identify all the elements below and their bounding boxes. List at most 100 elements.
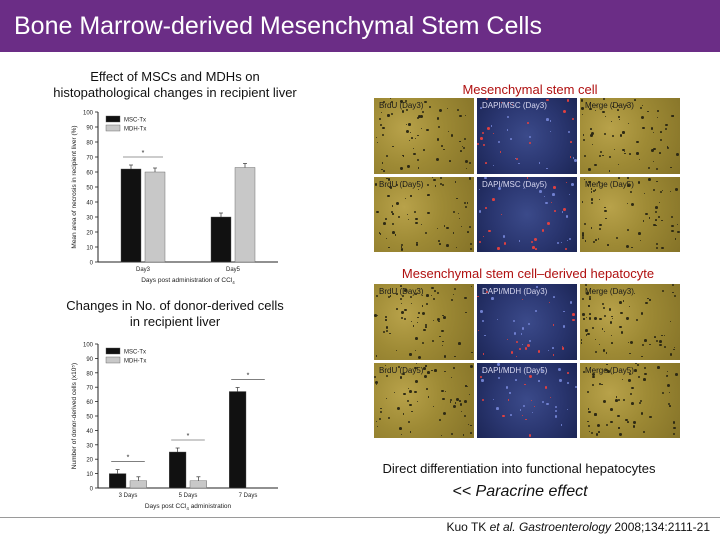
micrograph-speck [389,294,392,297]
micrograph-speck [438,239,441,242]
micrograph-speck [593,241,596,244]
micrograph-speck [399,426,403,430]
micrograph-speck [590,187,593,190]
title-bar: Bone Marrow-derived Mesenchymal Stem Cel… [0,0,720,52]
micrograph-speck [430,294,432,296]
micrograph-speck [449,160,451,162]
micrograph-speck [442,397,445,401]
micrograph-speck [486,98,489,100]
legend-swatch [105,115,121,123]
micrograph-speck [464,400,468,403]
micrograph-speck [392,231,395,235]
micrograph-speck [477,295,479,298]
micrograph-speck [414,336,418,340]
micrograph-speck [634,369,637,372]
micrograph-speck [420,115,423,118]
micrograph-speck [441,329,444,333]
micrograph-speck [539,190,542,193]
micrograph-speck [640,412,644,415]
y-tick-label: 50 [86,186,93,192]
micrograph-speck [598,238,600,240]
micrograph-speck [655,339,659,343]
micrograph-speck [548,302,550,304]
micrograph-speck [622,300,624,302]
micrograph-speck [637,181,641,184]
micrograph-speck [601,303,604,306]
micrograph-speck [459,400,461,402]
micrograph-speck [673,421,676,424]
micrograph-speck [407,165,410,168]
micrograph-speck [454,181,457,183]
micrograph-speck [392,213,394,215]
micrograph-speck [630,403,632,405]
micrograph-speck [522,343,524,345]
micrograph-speck [438,320,440,323]
micrograph-speck [450,433,453,436]
micrograph-speck [487,127,491,131]
micrograph-speck [666,384,670,388]
micrograph-speck [585,316,587,319]
micrograph-speck [401,110,404,113]
micrograph-speck [393,391,395,393]
micrograph-speck [382,127,385,130]
micrograph-speck [456,197,458,200]
micrograph-speck [649,415,653,419]
y-tick-label: 20 [86,458,93,464]
mdh-caption: Mesenchymal stem cell–derived hepatocyte [401,266,655,281]
bar [129,480,147,489]
micrograph-speck [433,369,437,372]
micrograph-speck [654,210,658,214]
micrograph-speck [482,398,485,401]
micrograph-speck [548,349,550,352]
micrograph-speck [633,421,636,424]
micrograph-speck [432,178,436,182]
y-tick-label: 70 [86,156,93,162]
micrograph-speck [594,163,597,167]
micrograph-speck [390,100,394,104]
micrograph-speck [409,390,413,393]
micrograph-speck [468,177,472,180]
micrograph-speck [509,138,512,140]
reference: Kuo TK et al. Gastroenterology 2008;134:… [446,520,710,534]
micrograph-speck [643,192,646,195]
micrograph-speck [661,189,663,191]
micrograph-speck [378,417,382,421]
micrograph-speck [626,104,628,107]
micrograph-speck [582,114,584,116]
micrograph-speck [672,433,675,436]
micrograph-speck [404,308,407,312]
micrograph-speck [384,364,387,367]
micrograph-speck [478,209,482,213]
micrograph-speck [569,156,572,158]
micrograph-speck [374,183,378,187]
micrograph-speck [479,375,482,379]
micrograph-speck [426,388,429,391]
micrograph-speck [400,433,403,436]
micrograph-speck [669,190,672,193]
micrograph-speck [549,131,551,133]
micrograph-tile: DAPI/MDH (Day3) [477,284,577,360]
micrograph-speck [618,177,620,179]
micrograph-speck [522,187,524,189]
micrograph-speck [622,131,625,134]
micrograph-speck [554,410,557,413]
micrograph-speck [471,286,473,288]
micrograph-speck [598,199,600,201]
micrograph-speck [582,236,585,239]
micrograph-speck [610,335,612,337]
micrograph-speck [661,334,663,337]
micrograph-speck [452,231,455,234]
micrograph-speck [405,197,407,199]
micrograph-speck [448,130,450,132]
micrograph-speck [415,380,418,383]
micrograph-speck [592,144,594,146]
micrograph-speck [437,126,441,129]
micrograph-speck [661,219,663,221]
micrograph-speck [613,149,616,151]
micrograph-speck [591,384,594,387]
micrograph-speck [590,201,594,204]
micrograph-speck [382,169,385,172]
micrograph-speck [425,128,429,132]
micrograph-speck [657,110,660,113]
micrograph-speck [380,123,383,126]
